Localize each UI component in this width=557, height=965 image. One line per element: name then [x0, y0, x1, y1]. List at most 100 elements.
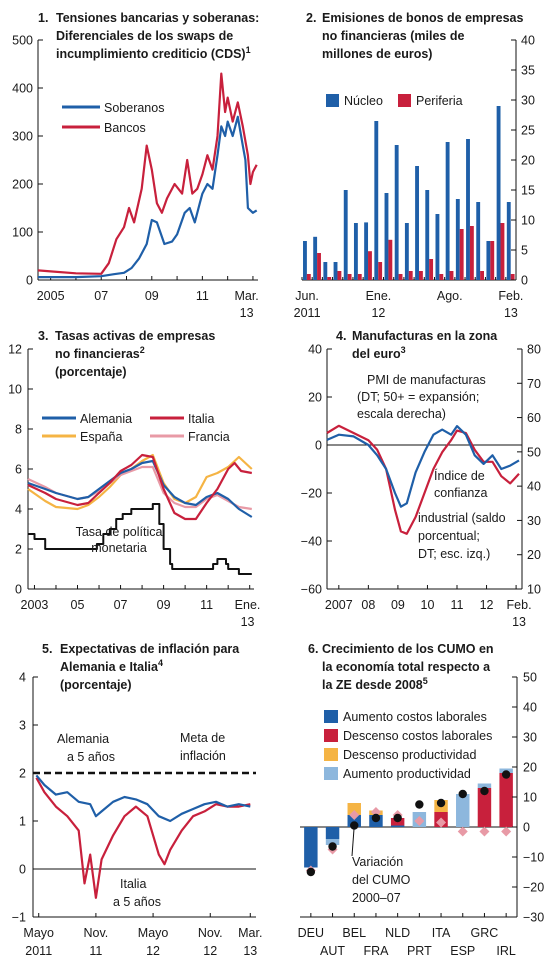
panel-2-bar-nucleo [435, 214, 440, 280]
panel-6-title-line-1: Crecimiento de los CUMO en [322, 642, 494, 656]
panel-2-bar-periferia [449, 271, 454, 280]
panel-5-target-annotation-line-2: inflación [180, 749, 226, 763]
panel-4-ind-annotation-line-1: Índice de [434, 468, 485, 483]
panel-2-y-tick-label: 10 [521, 214, 535, 228]
panel-4-series-confianza-industrial [326, 424, 520, 535]
panel-2-title-line-1: Emisiones de bonos de empresas [322, 11, 524, 25]
panel-2-bar-periferia [378, 262, 383, 280]
panel-2-y-tick-label: 25 [521, 124, 535, 138]
panel-6-bar-segment-aumento-costos [304, 827, 318, 868]
panel-4-series-pmi [326, 425, 520, 508]
panel-2-x-tick-label-2: 13 [504, 306, 518, 320]
panel-2-x-tick-label: Ene. [366, 289, 392, 303]
panel-6-y-tick-label: 10 [523, 791, 537, 805]
panel-4-y2-tick-label: 50 [527, 445, 541, 459]
panel-3-series-politica-monetaria [28, 503, 252, 575]
panel-6-cumo-dot [501, 770, 511, 779]
panel-5-y-tick-label: 2 [19, 767, 26, 781]
panel-3-y-tick-label: 0 [15, 583, 22, 597]
panel-2-bar-nucleo [303, 241, 307, 280]
panel-2-x-tick-label: Jun. [295, 289, 319, 303]
panel-1-y-tick-label: 200 [12, 178, 33, 192]
legend-label-descenso-costos: Descenso costos laborales [343, 729, 492, 743]
panel-2-bar-periferia [439, 274, 444, 280]
panel-2: 2. Emisiones de bonos de empresas no fin… [294, 11, 535, 320]
panel-6-diamond-marker [414, 816, 425, 826]
panel-2-x-tick-label: Ago. [437, 289, 463, 303]
panel-5-ita-annotation-line-2: a 5 años [113, 895, 161, 909]
panel-3-y-tick-label: 4 [15, 503, 22, 517]
panel-5-title-line-2: Alemania e Italia4 [60, 658, 163, 674]
panel-1-x-tick-label: 09 [145, 289, 159, 303]
panel-2-bar-periferia [368, 251, 372, 280]
panel-3-number: 3. [38, 329, 48, 343]
panel-2-bar-nucleo [496, 106, 501, 280]
panel-3-y-tick-label: 2 [15, 543, 22, 557]
panel-6-x-tick-label-bottom: FRA [363, 944, 389, 958]
panel-6-diamond-marker [479, 826, 490, 837]
panel-6-annotation-line-2: del CUMO [352, 873, 411, 887]
panel-2-y-tick-label: 20 [521, 154, 535, 168]
panel-2-bar-nucleo [455, 199, 460, 280]
panel-6-cumo-dot [371, 813, 381, 823]
panel-6-legend: Aumento costos laborales Descenso costos… [324, 710, 492, 781]
panel-3-x-tick-label-2: 13 [241, 615, 255, 629]
panel-1-title-line-1: Tensiones bancarias y soberanas: [56, 11, 259, 25]
panel-3-annotation-line-1: Tasa de política [76, 525, 163, 539]
panel-4-y-tick-label: −20 [301, 487, 322, 501]
panel-1-title-line-2: Diferenciales de los swaps de [56, 29, 233, 43]
panel-1-number: 1. [38, 11, 48, 25]
panel-2-bar-periferia [429, 259, 434, 280]
panel-3-x-tick-label: 2003 [21, 598, 49, 612]
panel-2-bar-periferia [388, 239, 393, 280]
panel-6-annotation-leader [351, 825, 355, 857]
panel-6-bar-segment-aumento-productividad [325, 839, 340, 845]
panel-4-ind-annotation-line-4: porcentual; [418, 529, 480, 543]
panel-6-number: 6. [308, 642, 318, 656]
panel-2-bar-periferia [510, 274, 515, 280]
panel-2-bar-nucleo [394, 145, 399, 280]
panel-1-y-tick-label: 500 [12, 34, 33, 48]
panel-4-y2-tick-label: 20 [527, 548, 541, 562]
panel-6-y-tick-label: 0 [523, 821, 530, 835]
panel-4-y2-tick-label: 10 [527, 583, 541, 597]
legend-swatch-periferia [398, 94, 411, 107]
panel-2-bar-nucleo [404, 223, 409, 280]
panel-6-y-tick-label: −10 [523, 851, 544, 865]
panel-2-bar-periferia [480, 271, 485, 280]
panel-2-legend: Núcleo Periferia [326, 94, 463, 108]
legend-label-aumento-productividad: Aumento productividad [343, 767, 471, 781]
panel-1-x-tick-label-2: 13 [240, 306, 254, 320]
panel-4-ind-annotation-line-3: industrial (saldo [418, 511, 506, 525]
panel-5-x-tick-label-2: 2011 [25, 944, 52, 958]
panel-2-bar-nucleo [364, 222, 369, 280]
panel-4-y2-tick-label: 70 [527, 377, 541, 391]
panel-1-x-tick-label: 07 [94, 289, 108, 303]
panel-3-title-line-1: Tasas activas de empresas [55, 329, 215, 343]
panel-4-y2-tick-label: 60 [527, 411, 541, 425]
panel-5-target-annotation-line-1: Meta de [180, 731, 225, 745]
panel-3-title-line-2: no financieras2 [55, 345, 145, 361]
panel-2-title-line-2: no financieras (miles de [322, 29, 464, 43]
panel-2-bar-nucleo [445, 142, 450, 280]
panel-4-y-tick-label: 0 [315, 439, 322, 453]
legend-label-aumento-costos: Aumento costos laborales [343, 710, 487, 724]
panel-3-x-tick-label: 07 [114, 598, 128, 612]
panel-6-cumo-dot [415, 800, 424, 809]
panel-1-y-tick-label: 0 [26, 274, 33, 288]
panel-5-x-tick-label-2: 12 [203, 944, 217, 958]
panel-6-diamond-marker [501, 826, 512, 837]
panel-1-x-tick-label: 2005 [37, 289, 65, 303]
panel-2-bar-nucleo [466, 139, 470, 280]
legend-swatch-nucleo [326, 94, 339, 107]
panel-5-x-tick-label: Mayo [138, 926, 169, 940]
panel-5-y-tick-label: 0 [19, 863, 26, 877]
panel-4-y-tick-label: 40 [308, 343, 322, 357]
panel-6-y-tick-label: 50 [523, 671, 537, 685]
panel-6-bar-segment-aumento-productividad [477, 783, 492, 788]
panel-4-title-line-2: del euro3 [352, 345, 406, 361]
panel-2-x-tick-label-2: 12 [371, 306, 385, 320]
panel-4-x-tick-label: 11 [451, 598, 464, 612]
panel-2-bar-periferia [459, 229, 464, 280]
panel-3-y-tick-label: 8 [15, 423, 22, 437]
